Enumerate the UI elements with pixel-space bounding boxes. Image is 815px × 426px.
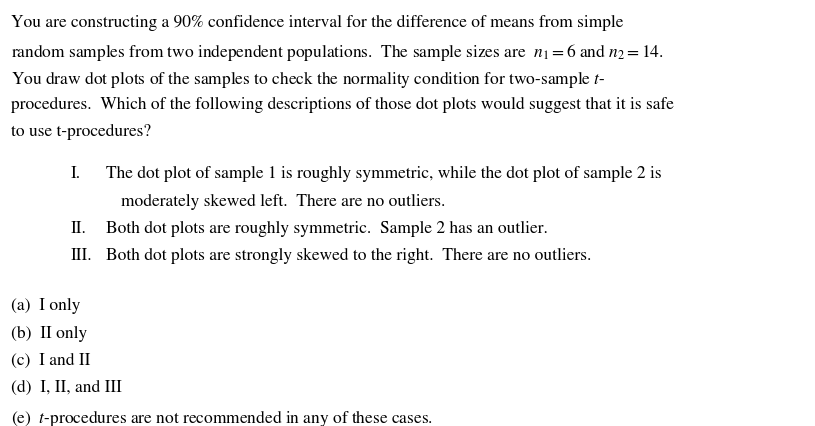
Text: Both dot plots are strongly skewed to the right.  There are no outliers.: Both dot plots are strongly skewed to th…: [106, 248, 591, 264]
Text: I.: I.: [71, 166, 82, 182]
Text: You are constructing a 90% confidence interval for the difference of means from : You are constructing a 90% confidence in…: [11, 14, 623, 31]
Text: You draw dot plots of the samples to check the normality condition for two-sampl: You draw dot plots of the samples to che…: [11, 69, 606, 90]
Text: III.: III.: [71, 248, 93, 264]
Text: (b)  II only: (b) II only: [11, 325, 87, 342]
Text: to use t-procedures?: to use t-procedures?: [11, 124, 151, 140]
Text: II.: II.: [71, 221, 87, 237]
Text: (e)  $t$-procedures are not recommended in any of these cases.: (e) $t$-procedures are not recommended i…: [11, 408, 433, 426]
Text: (d)  I, II, and III: (d) I, II, and III: [11, 380, 121, 396]
Text: random samples from two independent populations.  The sample sizes are  $n_1 = 6: random samples from two independent popu…: [11, 42, 663, 63]
Text: (a)  I only: (a) I only: [11, 298, 80, 314]
Text: Both dot plots are roughly symmetric.  Sample 2 has an outlier.: Both dot plots are roughly symmetric. Sa…: [106, 221, 548, 237]
Text: moderately skewed left.  There are no outliers.: moderately skewed left. There are no out…: [121, 193, 446, 210]
Text: (c)  I and II: (c) I and II: [11, 353, 90, 369]
Text: The dot plot of sample 1 is roughly symmetric, while the dot plot of sample 2 is: The dot plot of sample 1 is roughly symm…: [106, 166, 662, 182]
Text: procedures.  Which of the following descriptions of those dot plots would sugges: procedures. Which of the following descr…: [11, 97, 673, 112]
